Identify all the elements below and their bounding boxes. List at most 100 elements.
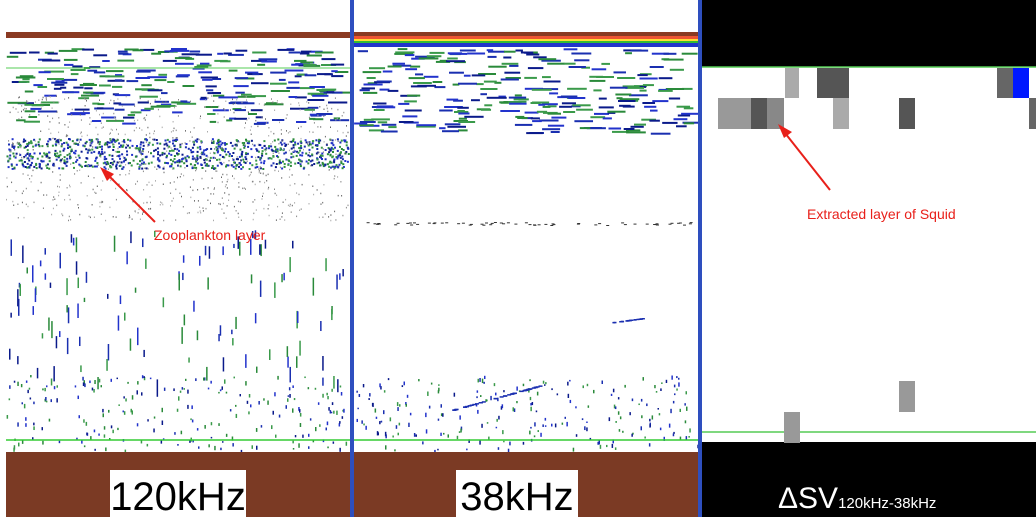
echo xyxy=(307,162,309,164)
echo xyxy=(129,216,130,218)
echo xyxy=(477,410,479,414)
echo xyxy=(6,199,7,201)
echo xyxy=(491,223,494,224)
echo xyxy=(298,152,300,154)
echo xyxy=(249,168,251,170)
echo xyxy=(85,142,87,144)
echo xyxy=(296,121,306,123)
echo xyxy=(34,152,36,154)
surface-band xyxy=(354,43,698,47)
echo xyxy=(97,377,99,389)
echo xyxy=(286,405,288,409)
echo xyxy=(194,127,195,129)
echo xyxy=(193,141,194,143)
echo xyxy=(115,140,117,142)
echo xyxy=(157,153,159,155)
echo xyxy=(274,282,276,298)
echo xyxy=(569,66,586,68)
echo xyxy=(22,246,24,264)
echo xyxy=(402,385,404,387)
echo xyxy=(574,120,593,122)
echo xyxy=(149,142,151,144)
echo xyxy=(227,187,228,189)
echo xyxy=(544,81,561,83)
echo xyxy=(224,192,225,194)
echo xyxy=(146,115,147,117)
echo xyxy=(330,410,332,413)
echo xyxy=(347,147,349,149)
echo xyxy=(199,256,201,266)
echo xyxy=(45,165,47,167)
echo xyxy=(384,390,386,392)
echo xyxy=(50,158,51,160)
echo xyxy=(303,168,305,170)
echo xyxy=(327,111,328,113)
echo xyxy=(268,135,269,137)
echo xyxy=(290,165,292,167)
echo xyxy=(303,149,304,151)
echo xyxy=(70,219,71,221)
echo xyxy=(135,183,136,185)
echo xyxy=(157,147,159,149)
echo xyxy=(513,407,515,411)
echo xyxy=(165,140,167,142)
echo xyxy=(532,120,542,122)
echo xyxy=(307,99,324,101)
echo xyxy=(198,446,200,448)
echo xyxy=(331,108,332,110)
echo xyxy=(251,126,252,128)
echo xyxy=(18,217,19,219)
echo xyxy=(110,100,111,102)
echo xyxy=(611,394,613,396)
echo xyxy=(287,357,289,368)
echo xyxy=(263,398,265,400)
echo xyxy=(170,205,171,207)
echo xyxy=(260,162,262,164)
echo xyxy=(305,74,317,76)
echo xyxy=(125,174,126,176)
echo xyxy=(7,186,8,188)
echo xyxy=(319,217,320,219)
echo xyxy=(261,61,277,63)
echo xyxy=(134,105,135,107)
echo xyxy=(293,138,295,140)
echo xyxy=(259,157,261,159)
echo xyxy=(102,60,110,62)
echo xyxy=(457,436,459,439)
echo xyxy=(404,100,417,102)
echo xyxy=(7,415,9,419)
echo xyxy=(48,145,49,147)
echo xyxy=(654,385,656,388)
echo xyxy=(30,375,32,377)
echo xyxy=(213,95,224,97)
echo xyxy=(231,330,233,334)
echo xyxy=(51,214,52,216)
echo xyxy=(109,103,110,105)
echo xyxy=(251,109,263,111)
echo xyxy=(346,141,348,143)
echo xyxy=(199,146,201,148)
echo xyxy=(298,102,299,104)
echo xyxy=(155,180,156,182)
echo xyxy=(21,105,22,107)
echo xyxy=(57,385,59,387)
echo xyxy=(239,156,241,158)
echo xyxy=(331,309,333,320)
echo xyxy=(109,207,110,209)
echo xyxy=(115,188,116,190)
echo xyxy=(655,224,658,225)
echo xyxy=(140,98,141,100)
echo xyxy=(129,140,131,142)
echo xyxy=(514,408,516,412)
echo xyxy=(67,147,69,149)
echo xyxy=(143,118,144,120)
echo xyxy=(434,86,445,88)
echo xyxy=(113,113,114,115)
echo xyxy=(162,127,163,129)
echo xyxy=(194,157,195,159)
echo xyxy=(572,104,590,106)
echo xyxy=(334,178,335,180)
echo xyxy=(25,417,27,421)
echo xyxy=(292,156,294,158)
echo xyxy=(27,268,29,274)
